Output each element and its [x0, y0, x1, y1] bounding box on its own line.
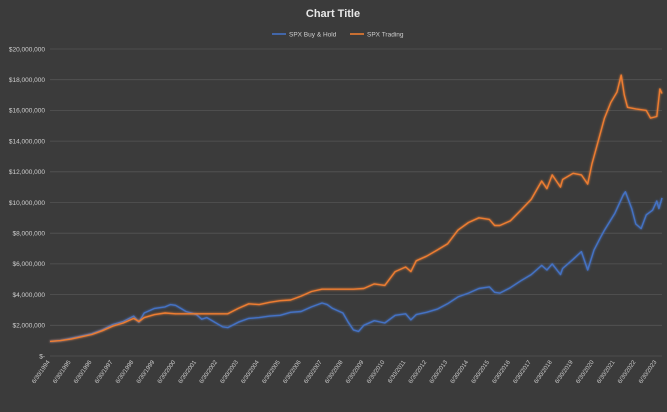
- y-tick-label: $12,000,000: [9, 169, 46, 176]
- x-tick-label: 6/30/2009: [345, 359, 366, 385]
- y-tick-label: $20,000,000: [9, 46, 46, 53]
- y-tick-label: $4,000,000: [12, 292, 45, 299]
- x-tick-label: 6/30/2023: [638, 359, 659, 385]
- y-tick-label: $8,000,000: [12, 231, 45, 238]
- y-tick-label: $14,000,000: [9, 138, 46, 145]
- y-tick-label: $16,000,000: [9, 108, 46, 115]
- x-tick-label: 6/30/2014: [450, 359, 471, 385]
- y-tick-label: $10,000,000: [9, 200, 46, 207]
- legend-label-spx-buy-hold: SPX Buy & Hold: [289, 31, 337, 38]
- series-line-spx-trading: [49, 74, 663, 343]
- x-tick-label: 6/30/2016: [492, 359, 513, 385]
- series-line-spx-buy-hold: [49, 191, 663, 343]
- legend-label-spx-trading: SPX Trading: [367, 31, 404, 38]
- legend: SPX Buy & Hold SPX Trading: [272, 31, 404, 38]
- x-tick-label: 6/30/1999: [136, 359, 157, 385]
- x-tick-label: 6/30/2010: [366, 359, 387, 385]
- x-tick-label: 6/30/2022: [617, 359, 638, 385]
- x-tick-label: 6/30/2000: [157, 359, 178, 385]
- x-tick-label: 6/30/2007: [303, 359, 324, 385]
- x-tick-label: 6/30/2005: [262, 359, 283, 385]
- x-tick-label: 6/30/2017: [513, 359, 534, 385]
- x-tick-label: 6/30/2019: [554, 359, 575, 385]
- x-tick-label: 6/30/2006: [282, 359, 303, 385]
- x-tick-label: 6/30/2002: [199, 359, 220, 385]
- x-tick-label: 6/30/2008: [324, 359, 345, 385]
- x-tick-label: 6/30/2011: [387, 359, 407, 384]
- x-tick-label: 6/30/1997: [94, 359, 115, 385]
- x-axis-tick-labels: 6/30/1994 6/30/1995 6/30/1996 6/30/1997 6/30…: [31, 359, 658, 385]
- y-tick-label: $2,000,000: [12, 323, 45, 330]
- y-tick-label: $-: [39, 353, 45, 360]
- x-tick-label: 6/30/2015: [471, 359, 492, 385]
- series-lines: [49, 74, 663, 343]
- x-tick-label: 6/30/1995: [52, 359, 73, 385]
- y-tick-label: $18,000,000: [9, 77, 46, 84]
- x-tick-label: 6/30/1996: [73, 359, 94, 385]
- gridlines: [50, 48, 662, 357]
- x-tick-label: 6/30/2021: [596, 359, 617, 385]
- x-tick-label: 6/30/2018: [534, 359, 555, 385]
- x-tick-label: 6/30/2020: [575, 359, 596, 385]
- y-tick-label: $6,000,000: [12, 261, 45, 268]
- x-tick-label: 6/30/1998: [115, 359, 136, 385]
- chart-title: Chart Title: [306, 8, 360, 20]
- x-tick-label: 6/30/2004: [241, 359, 262, 385]
- x-tick-label: 6/30/2013: [429, 359, 450, 385]
- x-tick-label: 6/30/2001: [178, 359, 199, 385]
- y-axis-tick-labels: $- $2,000,000 $4,000,000 $6,000,000 $8,000,0…: [9, 46, 46, 360]
- x-tick-label: 6/30/2012: [408, 359, 429, 385]
- x-tick-label: 6/30/1994: [31, 359, 52, 385]
- x-tick-label: 6/30/2003: [220, 359, 241, 385]
